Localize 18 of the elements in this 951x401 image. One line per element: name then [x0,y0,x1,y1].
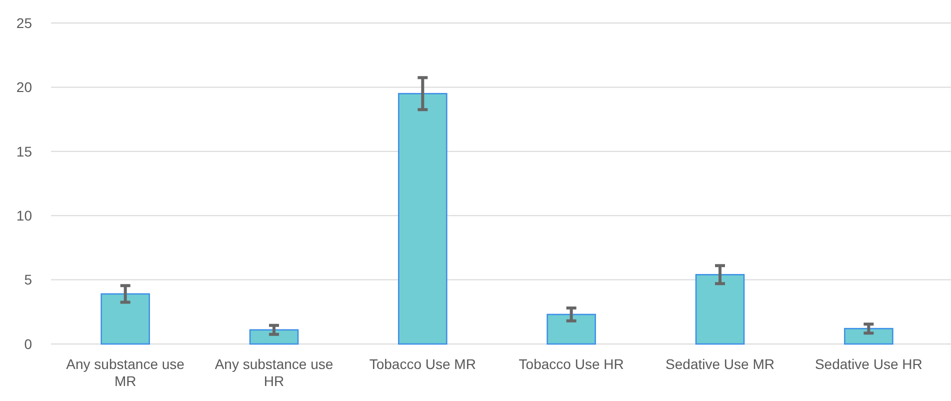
x-tick-label: Any substance use HR [214,356,334,389]
bar [695,274,745,345]
bar [844,328,894,345]
x-tick-label: Any substance use MR [66,356,185,389]
y-tick-label: 25 [16,14,32,31]
bar [249,329,299,345]
bar [398,92,448,345]
y-tick-label: 5 [24,272,32,288]
x-tick-label: Tobacco Use MR [369,356,476,372]
x-tick-label: Sedative Use HR [814,356,922,372]
x-tick-label: Sedative Use MR [666,356,774,372]
y-tick-label: 15 [16,143,32,160]
x-tick-label: Tobacco Use HR [518,356,624,372]
y-tick-label: 0 [24,336,32,352]
y-tick-label: 10 [16,208,32,224]
bar [100,293,150,345]
bar [546,314,596,345]
y-tick-label: 20 [16,79,32,96]
